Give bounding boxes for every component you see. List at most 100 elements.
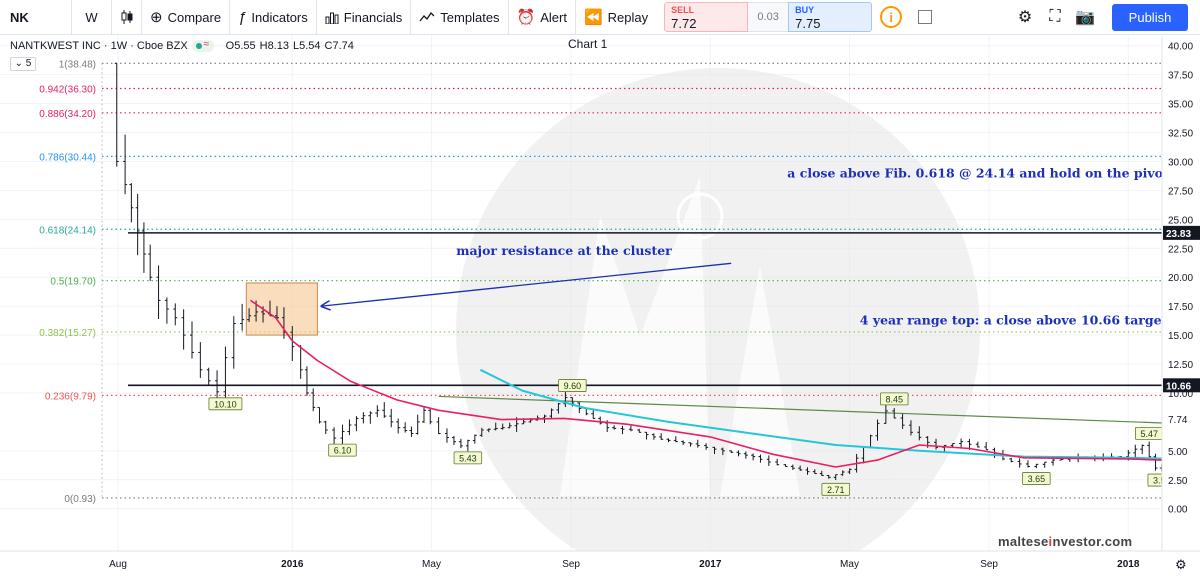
interval-button[interactable]: W [72,0,112,35]
price-chart[interactable]: 1(38.48) 0.942(36.30) 0.886(34.20) 0.786(30… [0,36,1200,578]
price-tick-label: 20.00 [1168,273,1193,284]
level-price-badge: 10.66 [1163,378,1200,393]
indicators-button[interactable]: ƒ Indicators [230,0,317,35]
chart-title: Chart 1 [568,37,608,51]
rewind-icon: ⏪ [583,9,603,26]
time-tick-label: May [422,559,441,570]
fib-level-label: 0.942(36.30) [39,85,96,96]
price-tick-label: 5.00 [1168,447,1188,458]
pivot-label: 6.10 [328,443,357,457]
financials-label: Financials [343,9,403,25]
price-tick-label: 35.00 [1168,100,1193,111]
chart-type-button[interactable] [112,0,142,35]
legend-close: C7.74 [324,40,354,52]
time-tick-label: 2016 [281,559,304,570]
legend-high: H8.13 [259,40,289,52]
pivot-label: 2.71 [821,482,850,496]
time-tick-label: 2018 [1117,559,1140,570]
expand-icon[interactable]: ⛶ [1049,8,1061,25]
pivot-label: 5.43 [453,451,483,465]
price-tick-label: 12.50 [1168,360,1193,371]
chart-area[interactable]: 1(38.48) 0.942(36.30) 0.886(34.20) 0.786(30… [0,36,1200,578]
sma-fast-line[interactable] [250,299,1200,496]
templates-icon [419,11,435,22]
legend-low: L5.54 [292,40,321,52]
templates-label: Templates [440,9,500,25]
trendline[interactable] [438,395,1200,463]
svg-text:3.65: 3.65 [1028,474,1046,484]
trade-widget: SELL 7.72 0.03 BUY 7.75 [664,2,873,32]
indicators-label: Indicators [251,9,308,25]
time-axis[interactable]: Aug2016MaySep2017MaySep2018MaySep2019May… [0,550,1200,578]
pivot-label: 8.45 [880,392,909,406]
symbol-search-button[interactable]: NK [0,0,72,35]
svg-text:23.83: 23.83 [1166,229,1191,240]
fib-level-label: 0.786(30.44) [39,152,96,163]
alarm-icon: ⏰ [516,9,536,26]
price-tick-label: 10.00 [1168,389,1193,400]
price-tick-label: 30.00 [1168,157,1193,168]
price-tick-label: 25.00 [1168,215,1193,226]
market-status-icon: ≈ [191,39,214,52]
price-tick-label: 22.50 [1168,244,1193,255]
alert-button[interactable]: ⏰ Alert [509,0,576,35]
legend-collapse-button[interactable]: ⌄ 5 [10,57,36,71]
annotation-text[interactable]: a close above Fib. 0.618 @ 24.14 and hol… [787,166,1200,181]
svg-text:5.47: 5.47 [1140,429,1158,439]
svg-text:10.66: 10.66 [1166,381,1191,392]
templates-button[interactable]: Templates [411,0,509,35]
fib-level-label: 0.618(24.14) [39,225,96,236]
fib-level-label: 0.886(34.20) [39,109,96,120]
buy-button[interactable]: BUY 7.75 [788,2,873,32]
gear-icon[interactable]: ⚙ [1017,9,1033,26]
replay-button[interactable]: ⏪ Replay [576,0,656,35]
fib-level-label: 0.236(9.79) [45,391,96,402]
pivot-label: 10.10 [208,397,243,411]
sell-button[interactable]: SELL 7.72 [664,2,749,32]
pivot-label: 5.47 [1135,426,1164,440]
current-price-label: 7.74 [1168,415,1188,426]
price-tick-label: 2.50 [1168,476,1188,487]
price-axis[interactable]: 0.00 2.50 5.00 10.00 12.50 15.00 17.50 20.00 22.… [1161,36,1200,578]
candlestick-icon [121,10,133,24]
watermark-suffix: nvestor.com [1052,534,1133,549]
price-tick-label: 17.50 [1168,302,1193,313]
fib-level-label: 0.5(19.70) [50,277,96,288]
camera-icon[interactable]: 📷 [1075,9,1095,26]
fib-level-label: 0.382(15.27) [39,328,96,339]
svg-text:9.60: 9.60 [564,381,582,391]
watermark-logo [456,68,980,578]
plus-circle-icon: ⊕ [150,9,163,26]
fullscreen-square-icon[interactable] [918,10,933,24]
symbol-legend: NANTKWEST INC · 1W · Cboe BZX ≈ O5.55 H8… [10,39,354,52]
axis-settings-icon[interactable]: ⚙ [1175,558,1187,573]
legend-open: O5.55 [225,40,256,52]
financials-button[interactable]: Financials [317,0,412,35]
time-tick-label: Sep [562,559,580,570]
watermark-prefix: maltese [998,534,1049,549]
sma-mid-line[interactable] [479,368,1200,497]
compare-label: Compare [167,9,222,25]
compare-button[interactable]: ⊕ Compare [142,0,231,35]
annotation-text[interactable]: 4 year range top: a close above 10.66 ta… [860,313,1200,328]
replay-label: Replay [607,9,649,25]
sell-label: SELL [671,5,695,15]
annotation-text[interactable]: major resistance at the cluster [456,243,672,258]
info-icon[interactable]: i [880,6,903,28]
svg-text:6.10: 6.10 [334,446,352,456]
time-tick-label: Sep [980,559,998,570]
price-tick-label: 32.50 [1168,129,1193,140]
spread-value: 0.03 [748,2,789,32]
publish-button[interactable]: Publish [1112,4,1188,31]
svg-text:2.71: 2.71 [827,485,845,495]
fx-icon: ƒ [238,8,247,26]
annotation-arrow[interactable] [322,262,732,306]
time-tick-label: Aug [109,559,127,570]
price-tick-label: 0.00 [1168,505,1188,516]
bar-chart-icon [325,12,339,24]
price-tick-label: 27.50 [1168,186,1193,197]
watermark-highlight: i [1048,534,1053,549]
level-price-badge: 23.83 [1163,225,1200,240]
price-tick-label: 37.50 [1168,71,1193,82]
watermark-text: malteseinvestor.com [998,534,1132,549]
